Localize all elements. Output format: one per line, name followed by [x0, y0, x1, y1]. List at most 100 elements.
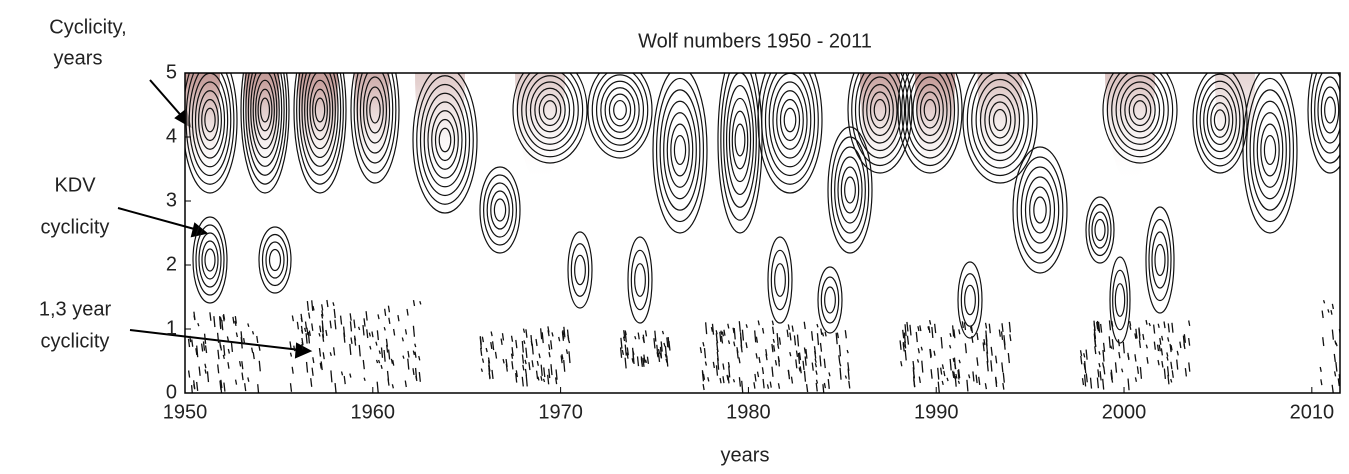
contour-line: [957, 369, 961, 379]
contour-line: [670, 123, 690, 177]
contour-line: [1102, 342, 1106, 352]
contour-line: [217, 364, 220, 374]
contour-line: [412, 73, 478, 214]
contour-line: [565, 349, 569, 355]
contour-line: [197, 322, 200, 327]
contour-line: [790, 376, 794, 384]
contour-line: [1163, 321, 1166, 329]
contour-line: [1117, 339, 1120, 347]
contour-line: [226, 336, 230, 341]
contour-line: [1094, 340, 1097, 347]
contour-line: [349, 343, 352, 355]
contour-line: [774, 263, 786, 297]
contour-line: [613, 99, 627, 121]
contour-line: [727, 375, 730, 384]
contour-line: [321, 304, 324, 311]
contour-line: [916, 359, 920, 363]
contour-line: [637, 332, 640, 340]
contour-line: [815, 370, 818, 375]
contour-line: [979, 86, 1021, 154]
contour-line: [1135, 334, 1138, 339]
contour-line: [258, 360, 261, 372]
contour-line: [621, 349, 624, 356]
contour-line: [320, 313, 324, 319]
contour-line: [1127, 354, 1130, 359]
contour-line: [772, 345, 776, 352]
contour-line: [369, 96, 381, 124]
contour-line: [311, 300, 314, 311]
contour-line: [819, 355, 822, 367]
contour-line: [538, 93, 562, 127]
contour-line: [836, 332, 840, 339]
contour-line: [203, 333, 207, 344]
contour-line: [515, 339, 518, 349]
contour-line: [711, 323, 715, 335]
contour-line: [745, 342, 748, 349]
contour-line: [1012, 146, 1068, 274]
y-axis-label: years: [54, 47, 103, 69]
contour-line: [1098, 362, 1101, 368]
contour-line: [196, 345, 199, 358]
contour-line: [202, 341, 206, 351]
contour-line: [486, 182, 514, 238]
contour-line: [1157, 323, 1160, 328]
contour-line: [774, 360, 778, 366]
arrow-head: [294, 342, 313, 359]
contour-line: [643, 354, 646, 363]
contour-line: [736, 347, 739, 353]
contour-line: [329, 352, 332, 357]
contour-line: [500, 338, 503, 345]
contour-line: [319, 325, 322, 333]
contour-line: [600, 80, 640, 140]
contour-line: [797, 352, 801, 364]
contour-line: [1115, 75, 1165, 145]
contour-line: [909, 324, 912, 336]
contour-line: [1337, 378, 1340, 387]
contour-line: [666, 337, 669, 348]
contour-line: [402, 355, 405, 359]
contour-line: [1002, 382, 1005, 390]
contour-line: [723, 329, 726, 336]
contour-line: [720, 330, 723, 335]
contour-line: [196, 381, 199, 391]
contour-line: [525, 329, 528, 338]
contour-line: [245, 73, 285, 176]
contour-line: [840, 166, 860, 214]
contour-line: [972, 371, 975, 382]
contour-line: [1319, 366, 1322, 372]
contour-line: [776, 333, 779, 345]
contour-line: [716, 339, 719, 344]
contour-line: [862, 76, 898, 144]
contour-line: [990, 360, 993, 372]
contour-line: [646, 356, 650, 364]
contour-line: [333, 308, 336, 319]
contour-line: [567, 334, 570, 340]
contour-line: [206, 371, 210, 383]
contour-line: [1307, 73, 1340, 174]
contour-line: [656, 352, 659, 358]
contour-line: [624, 331, 627, 343]
contour-line: [811, 362, 814, 371]
contour-line: [525, 374, 528, 387]
contour-line: [716, 357, 720, 370]
contour-line: [815, 382, 818, 392]
contour-line: [538, 353, 541, 359]
contour-line: [715, 365, 719, 376]
contour-line: [1020, 166, 1060, 254]
contour-line: [740, 344, 743, 353]
contour-line: [1102, 350, 1105, 362]
contour-line: [986, 351, 989, 363]
contour-line: [1335, 362, 1338, 372]
contour-line: [837, 156, 863, 224]
contour-line: [776, 90, 804, 150]
contour-line: [952, 358, 955, 363]
contour-line: [1166, 366, 1170, 377]
contour-line: [540, 364, 543, 377]
contour-line: [501, 333, 505, 341]
contour-line: [632, 354, 635, 364]
contour-line: [803, 370, 807, 382]
contour-line: [252, 352, 255, 360]
contour-line: [985, 335, 988, 347]
contour-line: [844, 176, 856, 204]
contour-line: [732, 379, 736, 383]
